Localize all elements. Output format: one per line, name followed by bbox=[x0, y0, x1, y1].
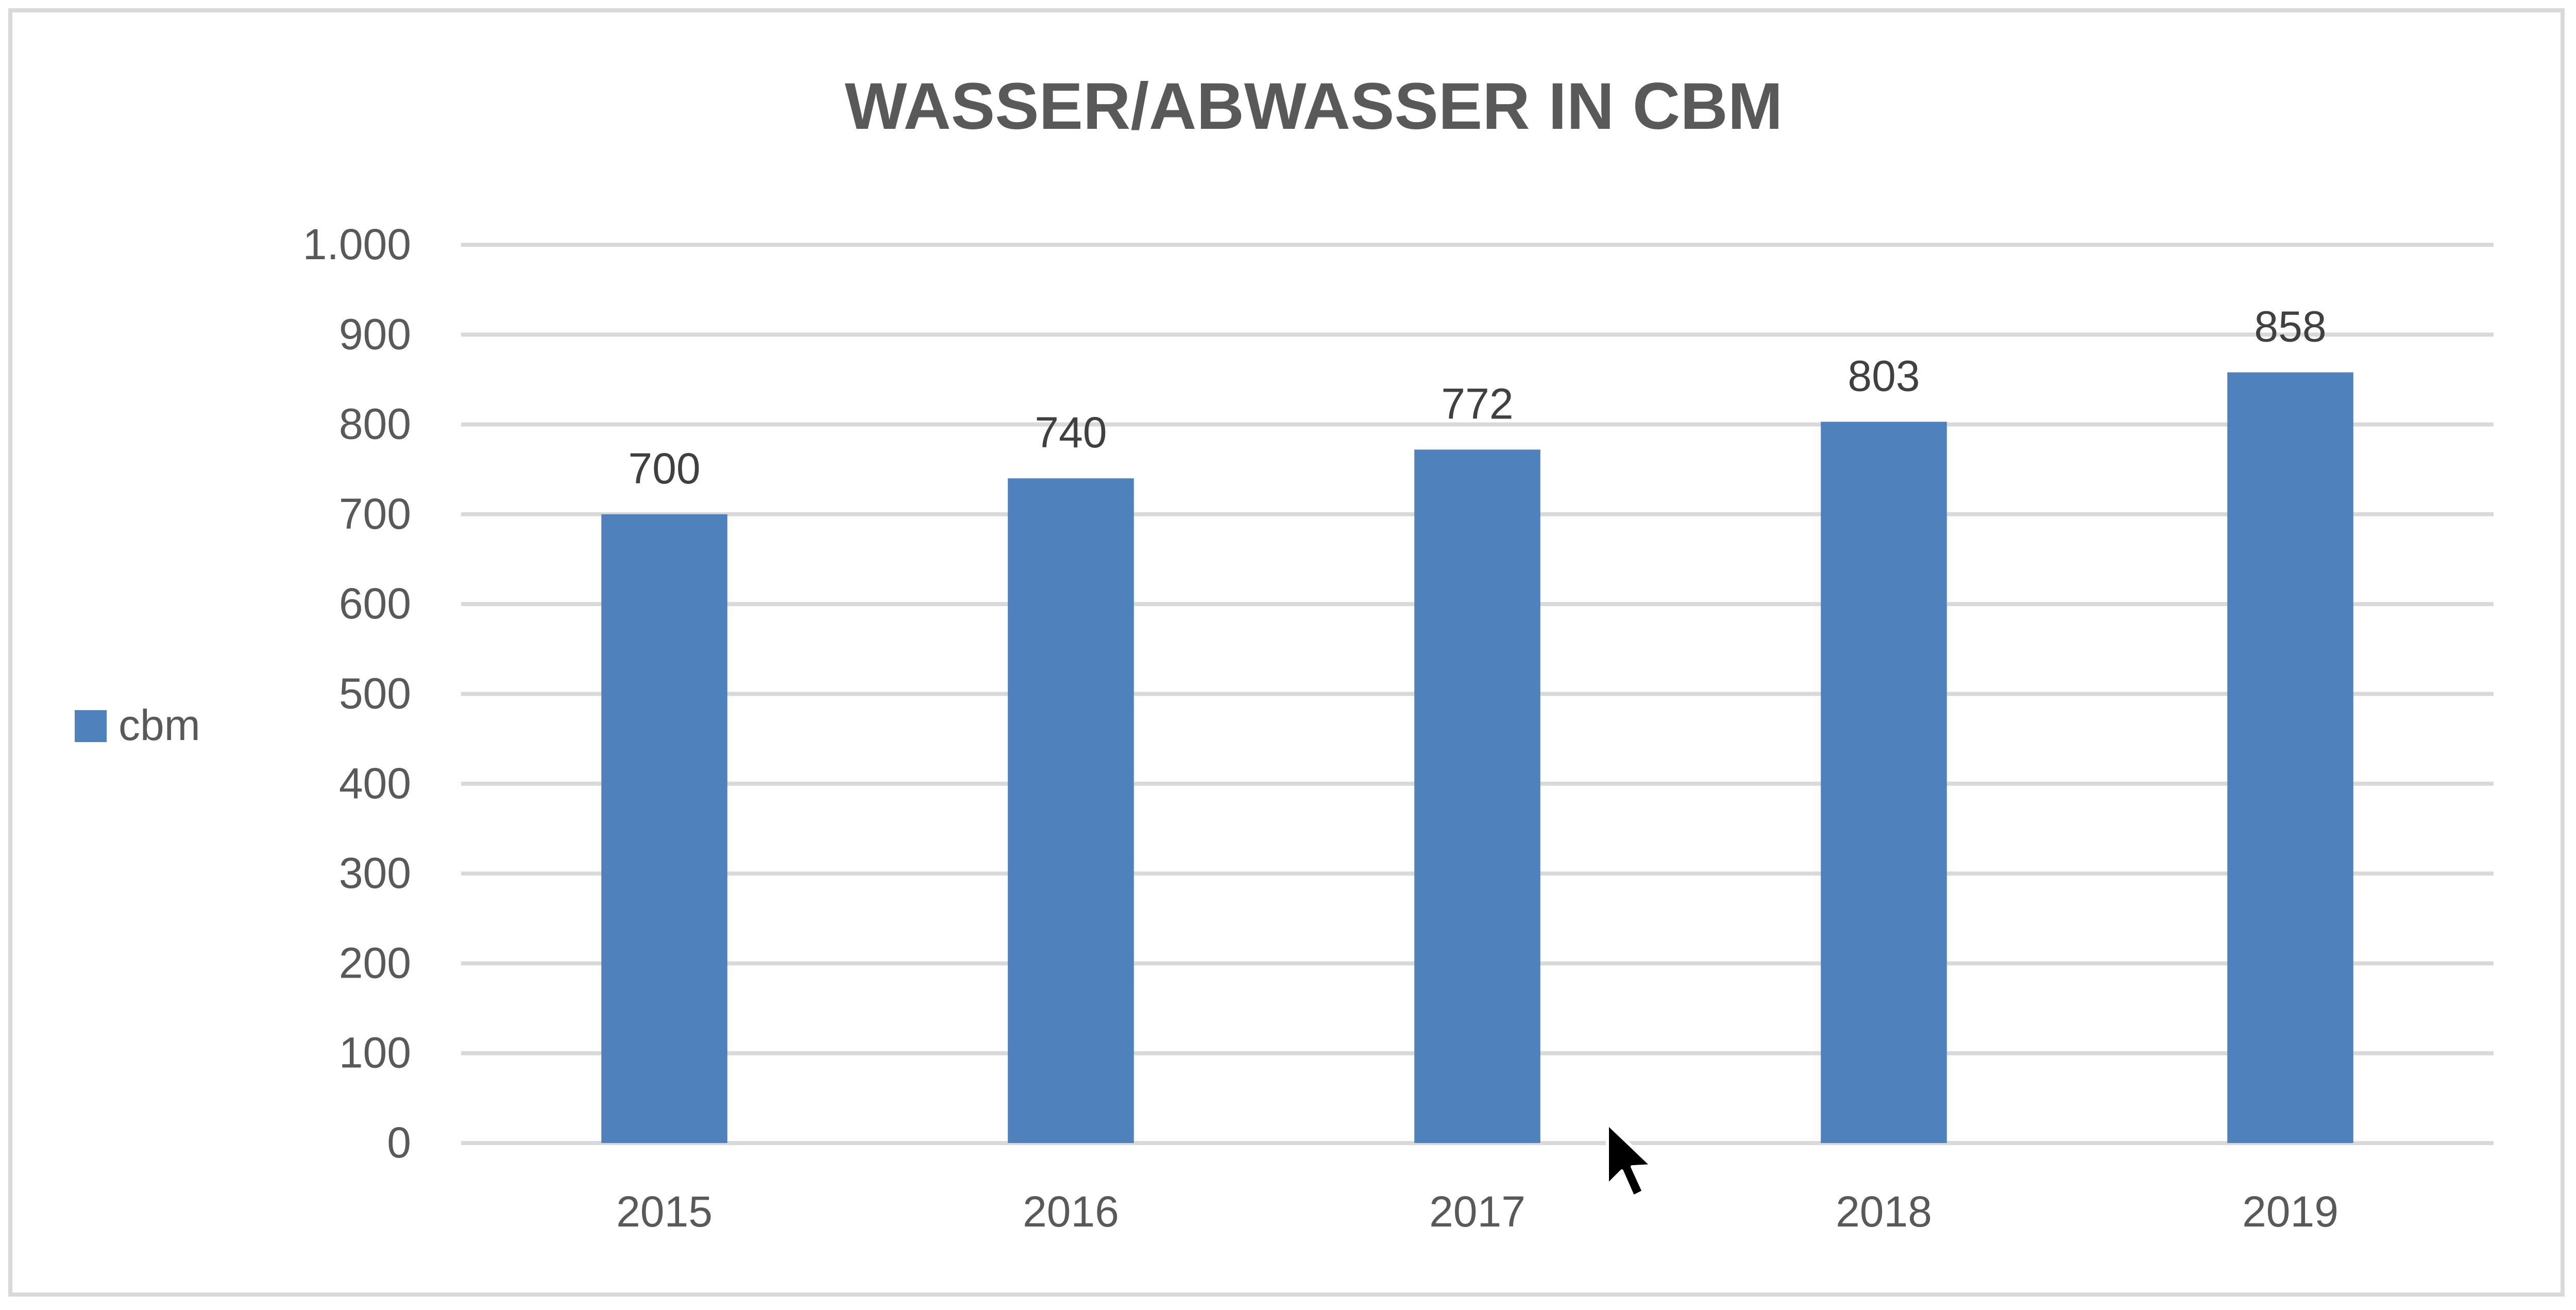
mouse-pointer-icon bbox=[1606, 1122, 1653, 1198]
y-tick-label: 1.000 bbox=[303, 220, 411, 268]
legend-label-cbm: cbm bbox=[118, 701, 200, 749]
x-tick-label-2018: 2018 bbox=[1836, 1187, 1932, 1236]
x-tick-label-2016: 2016 bbox=[1023, 1187, 1119, 1236]
x-tick-label-2019: 2019 bbox=[2242, 1187, 2338, 1236]
bar-2016 bbox=[1008, 478, 1134, 1144]
x-tick-label-2015: 2015 bbox=[616, 1187, 713, 1236]
y-axis-tick-labels: 0 100 200 300 400 500 600 700 800 900 1.000 bbox=[303, 220, 411, 1167]
gridlines bbox=[461, 243, 2494, 1145]
y-tick-label: 600 bbox=[339, 579, 411, 628]
y-tick-label: 300 bbox=[339, 849, 411, 897]
data-labels: 700 740 772 803 858 bbox=[628, 303, 2326, 493]
bar-2017 bbox=[1414, 449, 1540, 1143]
legend: cbm bbox=[75, 701, 200, 749]
data-label-2015: 700 bbox=[628, 444, 700, 493]
bar-2018 bbox=[1821, 422, 1947, 1143]
y-tick-label: 0 bbox=[387, 1118, 411, 1167]
y-tick-label: 200 bbox=[339, 938, 411, 987]
bar-2019 bbox=[2227, 372, 2353, 1143]
data-label-2017: 772 bbox=[1441, 379, 1513, 428]
data-label-2016: 740 bbox=[1035, 408, 1107, 457]
y-tick-label: 100 bbox=[339, 1029, 411, 1077]
bar-series bbox=[601, 372, 2353, 1144]
bar-2015 bbox=[601, 514, 727, 1143]
x-tick-label-2017: 2017 bbox=[1429, 1187, 1526, 1236]
legend-swatch bbox=[75, 710, 107, 742]
data-label-2018: 803 bbox=[1848, 351, 1920, 400]
chart-title: WASSER/ABWASSER IN CBM bbox=[845, 70, 1783, 143]
x-axis-tick-labels: 2015 2016 2017 2018 2019 bbox=[616, 1187, 2338, 1236]
y-tick-label: 700 bbox=[339, 490, 411, 538]
data-label-2019: 858 bbox=[2254, 303, 2326, 351]
y-tick-label: 900 bbox=[339, 310, 411, 358]
chart-frame bbox=[8, 8, 2565, 1297]
y-tick-label: 800 bbox=[339, 400, 411, 448]
y-tick-label: 400 bbox=[339, 759, 411, 808]
y-tick-label: 500 bbox=[339, 669, 411, 718]
